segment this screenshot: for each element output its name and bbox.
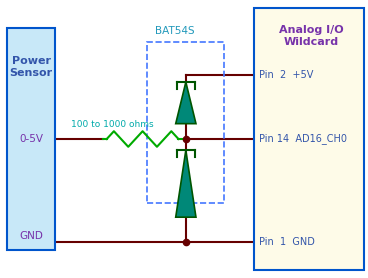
Text: Pin  1  GND: Pin 1 GND: [259, 237, 315, 247]
Text: Pin  2  +5V: Pin 2 +5V: [259, 70, 314, 80]
Text: Analog I/O
Wildcard: Analog I/O Wildcard: [279, 25, 343, 47]
Text: 100 to 1000 ohms: 100 to 1000 ohms: [71, 120, 153, 129]
Text: 0-5V: 0-5V: [19, 134, 43, 144]
Bar: [147, 42, 224, 203]
Polygon shape: [176, 150, 196, 217]
Polygon shape: [176, 82, 196, 124]
Text: GND: GND: [20, 231, 43, 241]
Text: BAT54S: BAT54S: [155, 26, 195, 36]
Bar: [7, 28, 55, 250]
Bar: [254, 8, 364, 270]
Text: Power
Sensor: Power Sensor: [10, 56, 53, 78]
Text: Pin 14  AD16_CH0: Pin 14 AD16_CH0: [259, 133, 347, 145]
